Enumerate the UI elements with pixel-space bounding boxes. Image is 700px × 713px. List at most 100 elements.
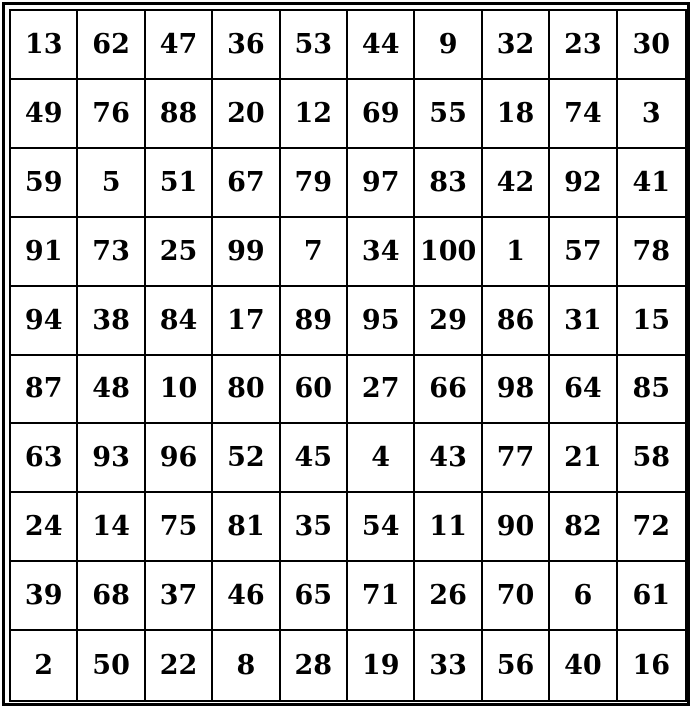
grid-cell: 58: [617, 424, 685, 494]
grid-cell: 64: [550, 355, 618, 425]
grid-cell: 98: [482, 355, 551, 425]
grid-cell: 53: [280, 11, 348, 80]
grid-cell: 27: [348, 355, 416, 425]
grid-cell: 35: [280, 493, 348, 563]
grid-cell: 31: [550, 286, 618, 356]
grid-cell: 33: [415, 631, 483, 700]
grid-cell: 77: [482, 424, 551, 494]
grid-cell: 100: [415, 217, 483, 287]
grid-cell: 57: [550, 217, 618, 287]
grid-cell: 16: [632, 650, 671, 682]
grid-cell: 30: [617, 11, 685, 80]
outer-border: [2, 2, 690, 706]
grid-cell: 93: [78, 424, 146, 494]
grid-cell: 37: [145, 562, 214, 632]
grid-cell: 9: [415, 11, 483, 80]
grid-cell: 83: [415, 148, 483, 218]
grid-cell: 75: [145, 493, 214, 563]
grid-cell: 74: [550, 79, 618, 149]
grid-cell: 78: [617, 218, 685, 287]
grid-cell: 17: [213, 286, 281, 356]
grid-cell: 91: [11, 217, 79, 287]
grid-cell: 38: [78, 286, 146, 356]
grid-cell: 60: [280, 355, 348, 425]
grid-cell: 82: [550, 493, 618, 563]
grid-cell: 41: [617, 149, 685, 218]
grid-cell: 4: [348, 424, 416, 494]
grid-cell: 50: [78, 631, 146, 700]
grid-cell: 32: [482, 11, 551, 80]
grid-cell: 36: [213, 11, 281, 80]
grid-cell: 2: [11, 631, 79, 700]
grid-cell: 24: [11, 493, 79, 563]
grid-cell: 65: [280, 562, 348, 632]
grid-cell: 7: [280, 217, 348, 287]
grid-cell: 56: [483, 631, 551, 700]
grid-cell: 84: [145, 286, 214, 356]
grid-cell: 81: [213, 493, 281, 563]
grid-cell: 70: [482, 562, 551, 632]
grid-cell: 13: [11, 11, 79, 80]
grid-cell: 34: [348, 217, 416, 287]
grid-cell: 95: [348, 286, 416, 356]
grid-cell: 25: [145, 217, 214, 287]
grid-cell: 39: [11, 562, 79, 632]
grid-cell: 76: [78, 79, 146, 149]
grid-cell: 43: [415, 424, 483, 494]
grid-cell: 55: [415, 79, 483, 149]
grid-cell: 68: [78, 562, 146, 632]
grid-cell: 52: [213, 424, 281, 494]
grid-cell: 6: [550, 562, 618, 632]
grid-cell: 46: [213, 562, 281, 632]
grid-cell: 79: [280, 148, 348, 218]
grid-cell: 48: [78, 355, 146, 425]
grid-cell: 10: [145, 355, 214, 425]
grid-cell: 86: [482, 286, 551, 356]
grid-cell: 66: [415, 355, 483, 425]
grid-cell: 21: [550, 424, 618, 494]
grid-cell: 89: [280, 286, 348, 356]
grid-cell: 92: [550, 148, 618, 218]
grid-cell: 61: [617, 562, 685, 632]
grid-cell: 72: [617, 493, 685, 563]
grid-cell: 8: [213, 631, 281, 700]
grid-cell: 63: [11, 424, 79, 494]
grid-cell: 54: [348, 493, 416, 563]
grid-cell: 23: [550, 11, 618, 80]
grid-cell: 62: [78, 11, 146, 80]
grid-cell: 42: [482, 148, 551, 218]
grid-cell: 59: [11, 148, 79, 218]
grid-cell: 40: [550, 631, 618, 700]
grid-cell: 80: [213, 355, 281, 425]
grid-cell: 85: [617, 356, 685, 425]
grid-cell: 18: [482, 79, 551, 149]
grid-cell: 28: [281, 631, 348, 700]
grid-cell: 26: [415, 562, 483, 632]
grid-cell: 67: [213, 148, 281, 218]
grid-cell: 73: [78, 217, 146, 287]
grid-cell: 97: [348, 148, 416, 218]
grid-cell: 96: [145, 424, 214, 494]
grid-cell: 71: [348, 562, 416, 632]
grid-cell: 1: [482, 217, 551, 287]
grid-cell: 15: [617, 287, 685, 356]
grid-cell: 90: [482, 493, 551, 563]
grid-cell: 45: [280, 424, 348, 494]
grid-cell: 5: [78, 148, 146, 218]
grid-cell: 49: [11, 79, 79, 149]
grid-cell: 69: [348, 79, 416, 149]
grid-cell: 19: [348, 631, 416, 700]
grid-cell: 51: [145, 148, 214, 218]
grid-cell: 14: [78, 493, 146, 563]
grid-cell: 20: [213, 79, 281, 149]
grid-cell: 29: [415, 286, 483, 356]
grid-cell: 99: [213, 217, 281, 287]
grid-cell: 12: [280, 79, 348, 149]
grid-cell: 11: [415, 493, 483, 563]
grid-cell: 47: [145, 11, 214, 80]
grid-cell: 22: [146, 631, 214, 700]
grid-cell: 88: [145, 79, 214, 149]
grid-cell: 44: [348, 11, 416, 80]
grid-cell: 87: [11, 355, 79, 425]
grid-cell: 94: [11, 286, 79, 356]
